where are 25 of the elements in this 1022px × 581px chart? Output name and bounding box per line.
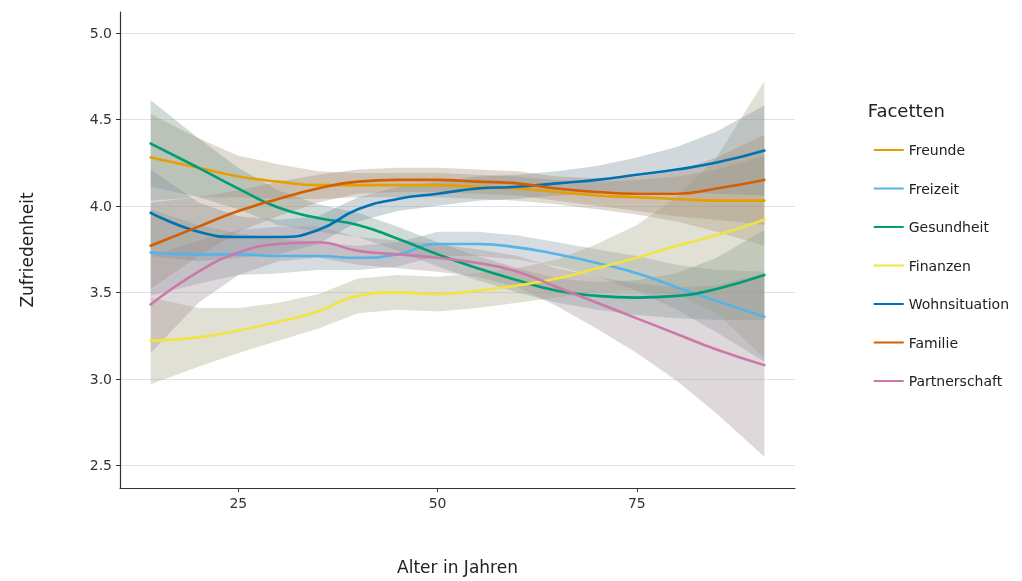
legend-label: Gesundheit xyxy=(908,219,990,235)
line-series xyxy=(149,149,766,239)
legend-label: Freizeit xyxy=(908,180,960,197)
line-series xyxy=(149,240,766,367)
x-axis-title: Alter in Jahren xyxy=(397,556,518,577)
line-series xyxy=(149,156,766,202)
y-tick-label: 3.0 xyxy=(89,370,112,387)
x-tick-label: 50 xyxy=(428,495,447,511)
y-axis-title: Zufriedenheit xyxy=(16,192,37,308)
legend-label: Freunde xyxy=(908,142,966,158)
y-tick-label: 5.0 xyxy=(89,24,112,41)
line-series xyxy=(149,218,766,343)
legend-label: Partnerschaft xyxy=(908,373,1003,389)
y-tick-label: 3.5 xyxy=(89,284,112,301)
line-series xyxy=(149,178,766,247)
legend-label: Finanzen xyxy=(908,257,971,274)
legend-label: Familie xyxy=(908,334,958,351)
legend-title: Facetten xyxy=(867,99,946,121)
y-tick-label: 2.5 xyxy=(89,457,112,474)
legend-label: Wohnsituation xyxy=(908,296,1009,312)
x-tick-label: 75 xyxy=(627,495,646,511)
y-tick-label: 4.0 xyxy=(89,197,112,214)
line-series xyxy=(149,242,766,318)
y-tick-label: 4.5 xyxy=(89,111,112,128)
x-tick-label: 25 xyxy=(229,495,248,511)
